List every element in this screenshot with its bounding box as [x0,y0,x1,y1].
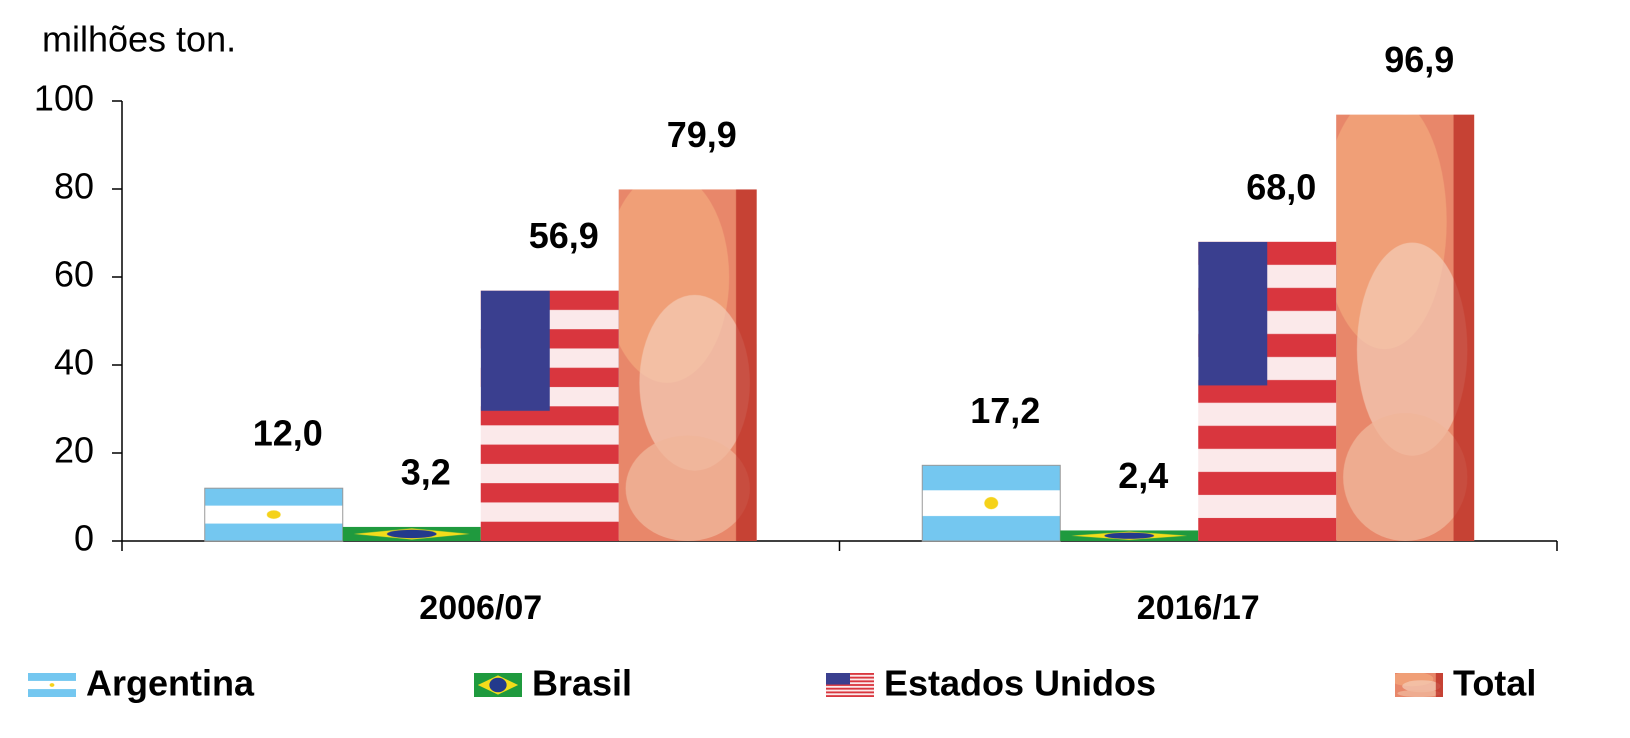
bar [1336,114,1475,541]
legend-swatch [28,673,76,697]
x-tick-label: 2006/07 [419,589,542,627]
legend-swatch [826,673,874,697]
value-label: 3,2 [401,451,451,492]
y-tick-label: 0 [74,518,94,559]
legend-label: Estados Unidos [884,663,1156,704]
bar [1198,241,1337,542]
legend-label: Total [1453,663,1536,704]
y-tick-label: 100 [34,78,94,119]
legend-label: Brasil [532,663,632,704]
y-tick-label: 20 [54,430,94,471]
value-label: 2,4 [1118,455,1168,496]
y-tick-label: 40 [54,342,94,383]
bar [480,290,619,541]
value-label: 17,2 [970,390,1040,431]
y-axis-label: milhões ton. [42,19,236,60]
y-tick-label: 80 [54,166,94,207]
value-label: 68,0 [1246,166,1316,207]
x-tick-label: 2016/17 [1137,589,1260,627]
y-tick-label: 60 [54,254,94,295]
legend-label: Argentina [86,663,255,704]
legend-swatch [1395,673,1443,697]
value-label: 12,0 [253,413,323,454]
bar [921,464,1061,542]
value-label: 96,9 [1384,39,1454,80]
bar [1060,530,1199,541]
value-label: 79,9 [667,114,737,155]
bar [342,526,481,541]
legend-swatch [474,673,522,697]
value-label: 56,9 [529,215,599,256]
bar [204,487,344,542]
bar [618,189,757,541]
